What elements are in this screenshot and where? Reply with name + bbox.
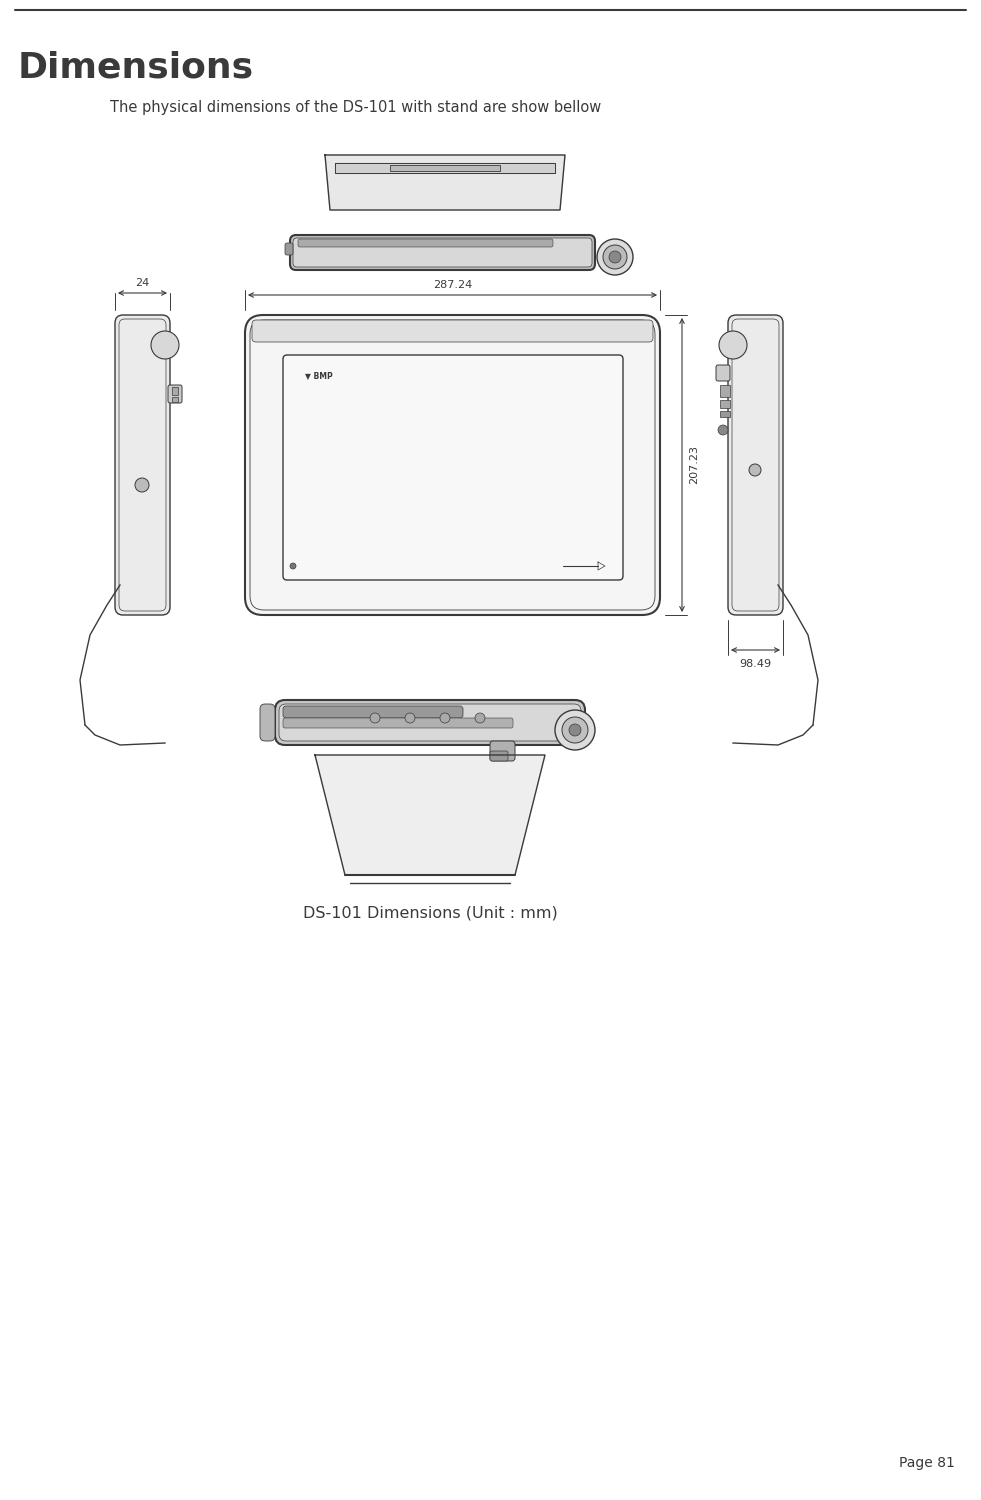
Text: 207.23: 207.23 <box>689 446 699 485</box>
FancyBboxPatch shape <box>293 238 592 267</box>
FancyBboxPatch shape <box>728 315 783 615</box>
Circle shape <box>370 712 380 723</box>
Circle shape <box>718 424 728 435</box>
Circle shape <box>440 712 450 723</box>
FancyBboxPatch shape <box>290 236 595 270</box>
Text: 98.49: 98.49 <box>740 658 772 669</box>
FancyBboxPatch shape <box>283 706 463 718</box>
Text: Dimensions: Dimensions <box>18 50 254 84</box>
Circle shape <box>290 562 296 568</box>
FancyBboxPatch shape <box>716 364 730 381</box>
Bar <box>720 386 730 398</box>
FancyBboxPatch shape <box>275 700 585 746</box>
Circle shape <box>405 712 415 723</box>
Bar <box>390 165 500 171</box>
Circle shape <box>475 712 485 723</box>
Bar <box>720 411 730 417</box>
FancyBboxPatch shape <box>298 238 553 248</box>
Text: 287.24: 287.24 <box>433 280 472 290</box>
FancyBboxPatch shape <box>283 718 513 728</box>
Circle shape <box>555 710 595 750</box>
Circle shape <box>562 717 588 742</box>
Text: ▼ BMP: ▼ BMP <box>305 370 333 380</box>
FancyBboxPatch shape <box>115 315 170 615</box>
Circle shape <box>719 332 747 358</box>
Text: 24: 24 <box>135 278 150 288</box>
Polygon shape <box>325 154 565 210</box>
Circle shape <box>569 724 581 736</box>
Circle shape <box>603 244 627 268</box>
Bar <box>172 398 178 402</box>
Polygon shape <box>598 562 605 570</box>
Bar <box>720 400 730 408</box>
FancyBboxPatch shape <box>279 704 581 741</box>
Circle shape <box>151 332 179 358</box>
FancyBboxPatch shape <box>490 752 508 760</box>
Circle shape <box>135 478 149 492</box>
Circle shape <box>749 464 761 476</box>
Circle shape <box>597 238 633 274</box>
Text: DS-101 Dimensions (Unit : mm): DS-101 Dimensions (Unit : mm) <box>302 904 557 920</box>
FancyBboxPatch shape <box>168 386 182 404</box>
Polygon shape <box>315 754 545 874</box>
Circle shape <box>609 251 621 262</box>
Text: Page 81: Page 81 <box>900 1456 955 1470</box>
FancyBboxPatch shape <box>490 741 515 760</box>
Text: The physical dimensions of the DS-101 with stand are show bellow: The physical dimensions of the DS-101 wi… <box>110 100 601 116</box>
FancyBboxPatch shape <box>260 704 275 741</box>
FancyBboxPatch shape <box>245 315 660 615</box>
Bar <box>172 387 178 394</box>
FancyBboxPatch shape <box>285 243 293 255</box>
FancyBboxPatch shape <box>252 320 653 342</box>
FancyBboxPatch shape <box>283 356 623 580</box>
Polygon shape <box>335 164 555 172</box>
